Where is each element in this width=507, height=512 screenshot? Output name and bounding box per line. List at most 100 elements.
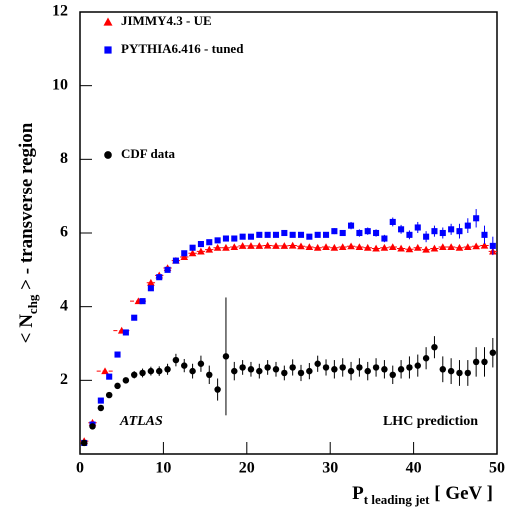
marker-circle [231,367,238,375]
marker-triangle [230,243,239,251]
marker-square [473,215,480,222]
marker-circle [472,358,480,366]
marker-square [272,231,280,238]
marker-square [306,233,313,240]
marker-circle [414,362,421,369]
marker-triangle [430,244,439,252]
marker-square [439,229,446,237]
marker-square [322,231,330,238]
marker-circle [372,364,380,371]
marker-triangle [413,243,422,251]
marker-triangle [480,241,489,249]
marker-triangle [380,243,389,251]
marker-triangle [455,243,464,251]
marker-triangle [405,245,414,253]
marker-circle [397,366,405,373]
marker-circle [439,366,447,373]
marker-triangle [188,249,197,257]
marker-square [131,314,138,321]
y-tick-label: 2 [60,371,68,388]
x-label-suffix: [ GeV ] [430,483,494,504]
x-tick-label: 30 [322,460,338,477]
y-tick-label: 10 [52,76,68,93]
marker-triangle [247,242,255,249]
marker-triangle [388,243,397,251]
marker-square [172,257,179,264]
marker-square [456,228,463,235]
marker-square [348,222,355,229]
marker-circle [256,367,263,375]
annotation: ATLAS [119,414,163,429]
x-tick-label: 10 [155,460,171,477]
marker-triangle [330,243,339,251]
legend-label: JIMMY4.3 - UE [121,13,212,28]
x-tick-label: 50 [489,460,505,477]
y-tick-label: 12 [52,3,68,20]
x-tick-label: 20 [239,460,255,477]
marker-circle [264,364,271,371]
marker-circle [389,371,396,379]
marker-triangle [272,242,280,249]
y-label-prefix: < N [16,314,37,344]
marker-circle [172,356,180,364]
legend-marker [104,46,112,54]
marker-circle [206,371,213,379]
marker-square [247,233,255,240]
marker-square [373,229,380,237]
y-tick-label: 4 [60,297,68,314]
marker-square [356,229,363,237]
marker-circle [381,366,388,373]
x-tick-label: 40 [406,460,422,477]
marker-circle [422,355,430,362]
marker-square [489,242,496,249]
y-axis-label: < Nchg > - transverse region [16,122,40,343]
marker-square [156,274,163,281]
marker-square [114,351,121,358]
marker-triangle [297,242,305,250]
marker-triangle [205,245,214,253]
y-tick-label: 8 [60,150,68,167]
marker-triangle [447,243,455,251]
marker-circle [89,423,96,430]
marker-triangle [438,243,447,251]
legend-marker [103,17,113,26]
marker-square [106,373,113,380]
marker-square [122,329,129,336]
marker-triangle [238,242,247,249]
marker-circle [272,366,280,373]
marker-triangle [197,247,205,255]
marker-circle [356,364,363,371]
y-label-sub: chg [25,294,40,314]
marker-square [448,226,455,233]
x-label-sub: t leading jet [364,492,430,507]
marker-circle [156,367,163,375]
legend-label: CDF data [121,146,176,161]
x-label-main: P [352,483,364,504]
marker-triangle [338,243,347,251]
marker-square [197,241,204,248]
marker-circle [80,439,88,447]
marker-circle [247,366,255,373]
marker-circle [197,360,205,367]
marker-triangle [322,243,330,251]
marker-square [406,231,413,238]
marker-circle [164,366,171,373]
marker-triangle [347,242,355,250]
marker-square [423,233,430,240]
marker-square [398,226,405,233]
marker-triangle [263,241,272,249]
marker-triangle [101,367,109,375]
marker-circle [105,391,113,399]
marker-square [164,266,171,273]
marker-circle [139,369,146,377]
marker-triangle [355,243,364,251]
marker-square [481,231,488,238]
marker-triangle [222,243,230,251]
marker-triangle [422,245,430,253]
marker-circle [222,353,230,360]
marker-square [139,298,146,305]
marker-square [364,228,371,235]
marker-circle [322,364,330,371]
marker-square [289,231,296,238]
marker-square [389,218,396,225]
